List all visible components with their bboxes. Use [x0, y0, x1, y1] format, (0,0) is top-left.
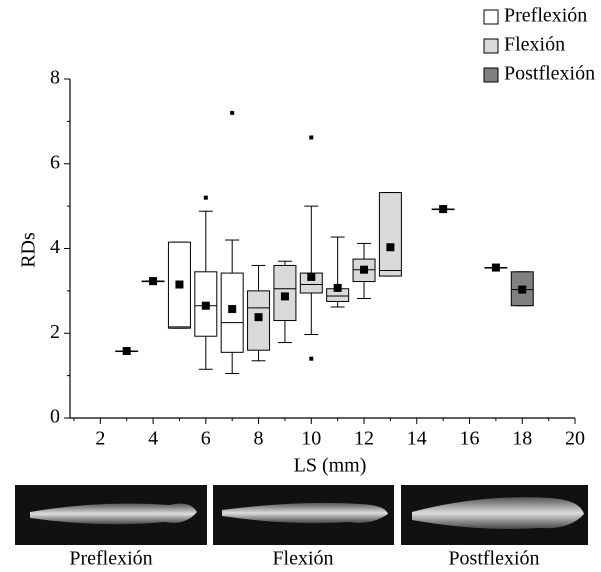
fish: [222, 502, 388, 524]
x-tick-label: 20: [565, 428, 585, 450]
mean-marker: [228, 305, 237, 314]
photo-panels: [15, 485, 588, 545]
panel-caption: Flexión: [272, 548, 333, 570]
legend-swatch: [483, 38, 499, 54]
x-tick-label: 2: [95, 428, 105, 450]
mean-marker: [360, 265, 369, 274]
legend-label: Flexión: [504, 34, 565, 56]
fish: [412, 497, 584, 529]
x-tick-label: 4: [148, 428, 158, 450]
mean-marker: [386, 243, 395, 252]
mean-marker: [201, 301, 210, 310]
x-axis-label: LS (mm): [294, 455, 367, 477]
x-tick-label: 6: [201, 428, 211, 450]
y-axis-label: RDs: [18, 232, 40, 268]
fish: [30, 503, 197, 525]
x-tick-label: 18: [512, 428, 532, 450]
mean-marker: [307, 272, 316, 281]
x-tick-label: 12: [354, 428, 374, 450]
mean-marker: [333, 283, 342, 292]
y-tick-label: 4: [50, 236, 60, 258]
outlier: [309, 356, 314, 361]
x-tick-label: 10: [301, 428, 321, 450]
mean-marker: [518, 285, 527, 294]
outlier: [230, 110, 235, 115]
panel-caption: Postflexión: [448, 548, 539, 570]
legend-swatch: [483, 67, 499, 83]
legend-label: Postflexión: [504, 63, 595, 85]
y-tick-label: 0: [50, 406, 60, 428]
y-tick-label: 8: [50, 67, 60, 89]
mean-marker: [149, 277, 158, 286]
mean-marker: [491, 263, 500, 272]
legend-swatch: [483, 9, 499, 25]
x-tick-label: 14: [407, 428, 427, 450]
mean-marker: [280, 292, 289, 301]
mean-marker: [175, 280, 184, 289]
y-tick-label: 6: [50, 151, 60, 173]
panel-caption: Preflexión: [69, 548, 152, 570]
x-tick-label: 8: [254, 428, 264, 450]
x-tick-label: 16: [460, 428, 480, 450]
legend-label: Preflexión: [504, 5, 587, 27]
mean-marker: [439, 205, 448, 214]
mean-marker: [254, 313, 263, 322]
outlier: [203, 195, 208, 200]
y-tick-label: 2: [50, 321, 60, 343]
box: [378, 192, 402, 277]
outlier: [309, 135, 314, 140]
mean-marker: [122, 347, 131, 356]
